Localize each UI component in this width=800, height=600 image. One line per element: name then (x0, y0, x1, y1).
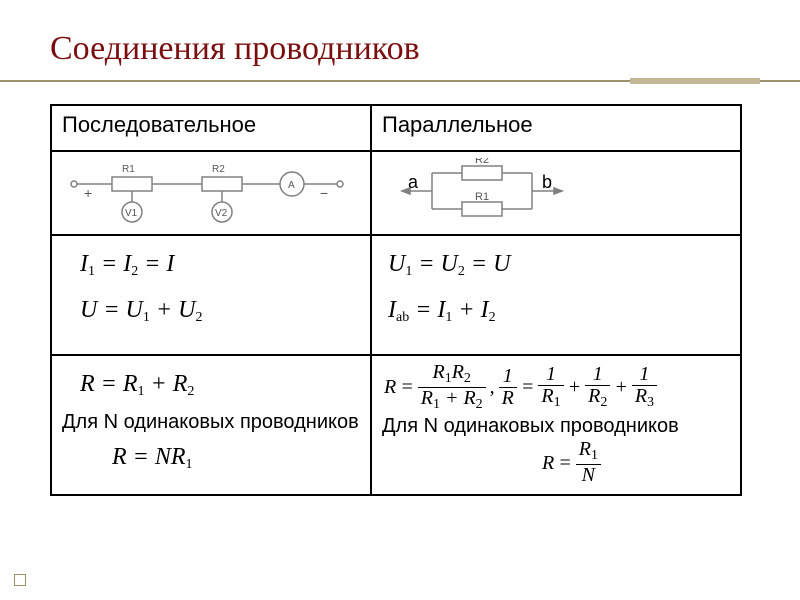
slide-title: Соединения проводников (50, 30, 750, 68)
series-basic-eq: I1 = I2 = I U = U1 + U2 (51, 235, 371, 355)
series-resistance: R = R1 + R2 Для N одинаковых проводников… (51, 355, 371, 495)
table-row-header: Последовательное Параллельное (51, 105, 741, 151)
series-circuit-diagram: R1 R2 A V1 V2 + − (62, 158, 362, 226)
svg-text:R2: R2 (475, 158, 489, 166)
parallel-resistance: R= R1R2 R1 + R2 , 1R = 1R1 + 1R2 + 1R3 Д… (371, 355, 741, 495)
title-rule-accent (630, 78, 760, 84)
svg-text:a: a (408, 172, 419, 192)
parallel-note: Для N одинаковых проводников (382, 414, 730, 439)
table-row-resistance: R = R1 + R2 Для N одинаковых проводников… (51, 355, 741, 495)
svg-text:A: A (288, 180, 295, 191)
parallel-circuit-diagram: R2 R1 a b (382, 158, 602, 224)
svg-text:b: b (542, 172, 552, 192)
series-note: Для N одинаковых проводников (62, 410, 360, 435)
svg-text:−: − (320, 185, 328, 201)
svg-text:R1: R1 (475, 191, 489, 203)
parallel-circuit-cell: R2 R1 a b (371, 151, 741, 235)
title-rule (50, 78, 750, 86)
table-row-circuits: R1 R2 A V1 V2 + − (51, 151, 741, 235)
svg-text:R2: R2 (212, 164, 225, 175)
table-row-basic-eq: I1 = I2 = I U = U1 + U2 U1 = U2 = U Iab … (51, 235, 741, 355)
svg-text:+: + (84, 185, 92, 201)
footer-marker-icon (14, 574, 26, 586)
svg-text:R1: R1 (122, 164, 135, 175)
comparison-table: Последовательное Параллельное (50, 104, 742, 496)
series-circuit-cell: R1 R2 A V1 V2 + − (51, 151, 371, 235)
svg-text:V1: V1 (125, 208, 138, 219)
slide: Соединения проводников Последовательное … (0, 0, 800, 600)
header-parallel: Параллельное (371, 105, 741, 151)
svg-text:V2: V2 (215, 208, 228, 219)
header-series: Последовательное (51, 105, 371, 151)
parallel-basic-eq: U1 = U2 = U Iab = I1 + I2 (371, 235, 741, 355)
